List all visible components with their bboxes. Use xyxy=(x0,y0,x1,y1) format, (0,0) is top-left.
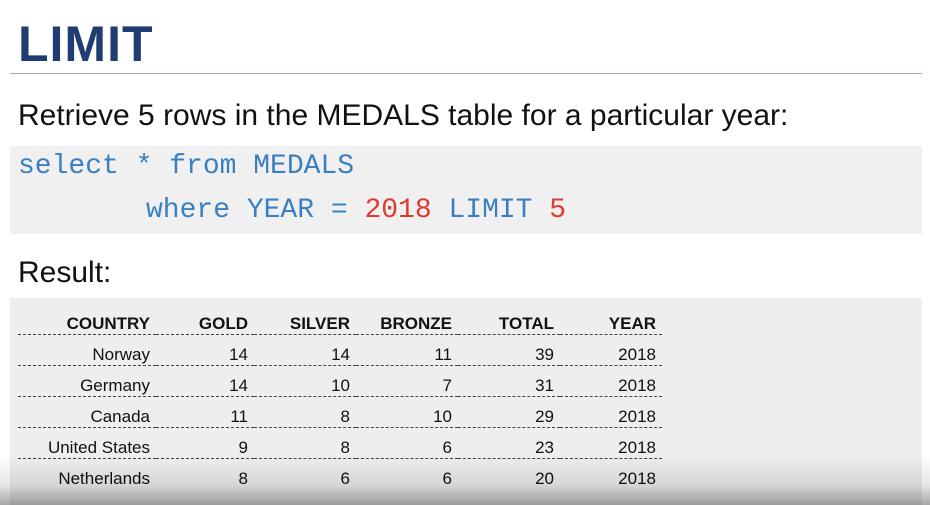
table-row: Netherlands 8 6 6 20 2018 xyxy=(18,459,662,490)
cell-silver: 8 xyxy=(254,396,356,428)
slide-subtitle: Retrieve 5 rows in the MEDALS table for … xyxy=(18,99,789,132)
cell-year: 2018 xyxy=(560,365,662,397)
cell-year: 2018 xyxy=(560,334,662,366)
sql-line-2: where YEAR = 2018 LIMIT 5 xyxy=(146,193,566,229)
cell-bronze: 6 xyxy=(356,427,458,459)
cell-silver: 14 xyxy=(254,334,356,366)
medals-result-table: COUNTRY GOLD SILVER BRONZE TOTAL YEAR No… xyxy=(18,306,662,489)
cell-bronze: 6 xyxy=(442,469,452,488)
cell-total: 20 xyxy=(535,469,554,488)
cell-country: United States xyxy=(18,427,156,459)
cell-silver: 6 xyxy=(340,469,350,488)
sql-code-block: select * from MEDALS where YEAR = 2018 L… xyxy=(10,146,922,234)
cell-silver: 10 xyxy=(254,365,356,397)
header-year: YEAR xyxy=(560,306,662,335)
cell-total: 31 xyxy=(458,365,560,397)
header-country: COUNTRY xyxy=(18,306,156,335)
cell-country: Netherlands xyxy=(58,469,150,488)
cell-year: 2018 xyxy=(560,396,662,428)
cell-gold: 8 xyxy=(238,469,248,488)
header-total: TOTAL xyxy=(458,306,560,335)
table-header-row: COUNTRY GOLD SILVER BRONZE TOTAL YEAR xyxy=(18,306,662,335)
sql-limit-value: 5 xyxy=(549,195,567,226)
sql-where-clause: where YEAR = xyxy=(146,195,365,226)
cell-bronze: 11 xyxy=(356,334,458,366)
slide-title: LIMIT xyxy=(18,16,154,72)
cell-bronze: 10 xyxy=(356,396,458,428)
header-bronze: BRONZE xyxy=(356,306,458,335)
cell-gold: 11 xyxy=(156,396,254,428)
table-row: Norway 14 14 11 39 2018 xyxy=(18,334,662,366)
cell-year: 2018 xyxy=(560,427,662,459)
table-row: Canada 11 8 10 29 2018 xyxy=(18,396,662,428)
cell-country: Canada xyxy=(18,396,156,428)
sql-line-1: select * from MEDALS xyxy=(18,151,355,182)
cell-gold: 14 xyxy=(156,365,254,397)
sql-year-literal: 2018 xyxy=(364,195,432,226)
header-gold: GOLD xyxy=(156,306,254,335)
table-row: United States 9 8 6 23 2018 xyxy=(18,427,662,459)
cell-silver: 8 xyxy=(254,427,356,459)
cell-bronze: 7 xyxy=(356,365,458,397)
cell-year: 2018 xyxy=(618,469,656,488)
cell-gold: 14 xyxy=(156,334,254,366)
cell-total: 23 xyxy=(458,427,560,459)
cell-total: 39 xyxy=(458,334,560,366)
sql-limit-keyword: LIMIT xyxy=(431,195,550,226)
cell-total: 29 xyxy=(458,396,560,428)
result-table-area: COUNTRY GOLD SILVER BRONZE TOTAL YEAR No… xyxy=(10,298,922,505)
cell-country: Norway xyxy=(18,334,156,366)
table-row: Germany 14 10 7 31 2018 xyxy=(18,365,662,397)
header-silver: SILVER xyxy=(254,306,356,335)
title-divider xyxy=(10,73,922,74)
cell-gold: 9 xyxy=(156,427,254,459)
cell-country: Germany xyxy=(18,365,156,397)
result-label: Result: xyxy=(18,256,112,289)
